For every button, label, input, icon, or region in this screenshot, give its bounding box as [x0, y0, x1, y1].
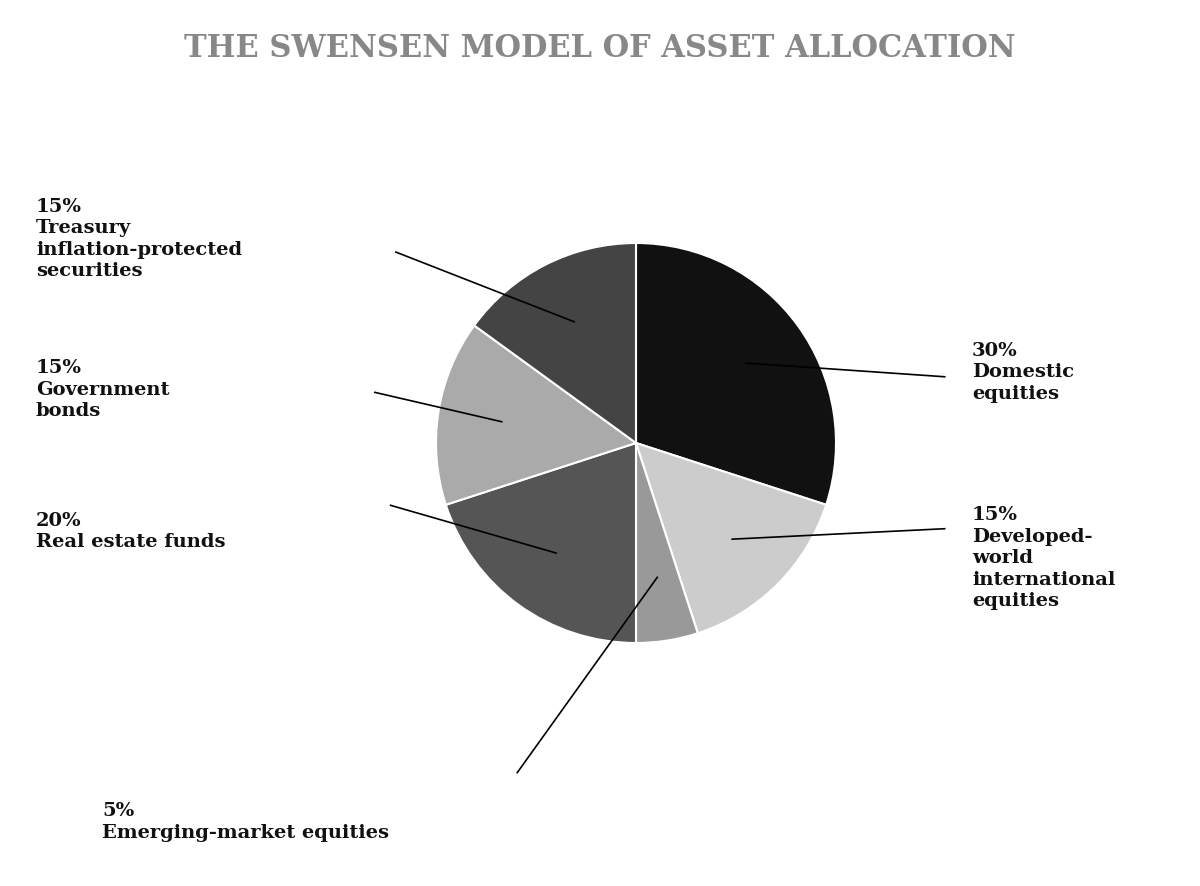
Text: 5%
Emerging-market equities: 5% Emerging-market equities	[102, 803, 389, 842]
Text: 15%
Government
bonds: 15% Government bonds	[36, 360, 169, 420]
Text: 20%
Real estate funds: 20% Real estate funds	[36, 512, 226, 551]
Wedge shape	[474, 243, 636, 443]
Wedge shape	[436, 325, 636, 505]
Wedge shape	[636, 443, 698, 643]
Text: THE SWENSEN MODEL OF ASSET ALLOCATION: THE SWENSEN MODEL OF ASSET ALLOCATION	[184, 34, 1016, 64]
Text: 30%
Domestic
equities: 30% Domestic equities	[972, 342, 1074, 402]
Text: 15%
Treasury
inflation-protected
securities: 15% Treasury inflation-protected securit…	[36, 198, 242, 281]
Wedge shape	[445, 443, 636, 643]
Wedge shape	[636, 443, 827, 633]
Text: 15%
Developed-
world
international
equities: 15% Developed- world international equit…	[972, 506, 1115, 610]
Wedge shape	[636, 243, 836, 505]
